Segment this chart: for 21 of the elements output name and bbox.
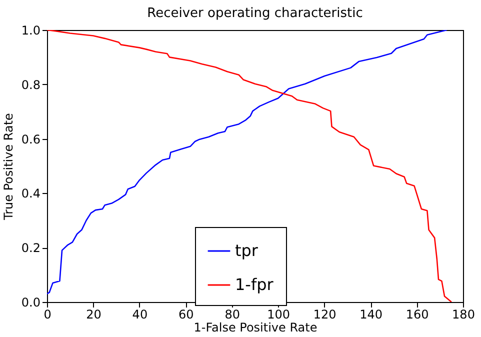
x-tick-label: 180 (452, 308, 475, 322)
y-tick-label: 0.8 (21, 78, 40, 92)
x-tick-label: 60 (178, 308, 194, 322)
x-tick-label: 140 (360, 308, 383, 322)
legend-label: 1-fpr (235, 275, 274, 294)
x-tick-label: 20 (86, 308, 102, 322)
x-tick-label: 80 (224, 308, 240, 322)
legend-label: tpr (235, 241, 258, 260)
y-tick-label: 0.6 (21, 132, 40, 146)
y-tick-label: 0.0 (21, 296, 40, 310)
x-tick-label: 120 (313, 308, 336, 322)
y-tick-label: 0.2 (21, 241, 40, 256)
x-axis-title: 1-False Positive Rate (194, 320, 318, 334)
chart-title: Receiver operating characteristic (147, 6, 363, 21)
x-tick-label: 40 (132, 308, 148, 322)
x-tick-label: 0 (44, 308, 52, 322)
y-tick-label: 0.4 (21, 186, 40, 201)
x-tick-label: 100 (267, 308, 290, 322)
y-tick-label: 1.0 (21, 24, 40, 38)
y-axis-title: True Positive Rate (1, 113, 16, 221)
x-tick-label: 160 (406, 308, 429, 322)
